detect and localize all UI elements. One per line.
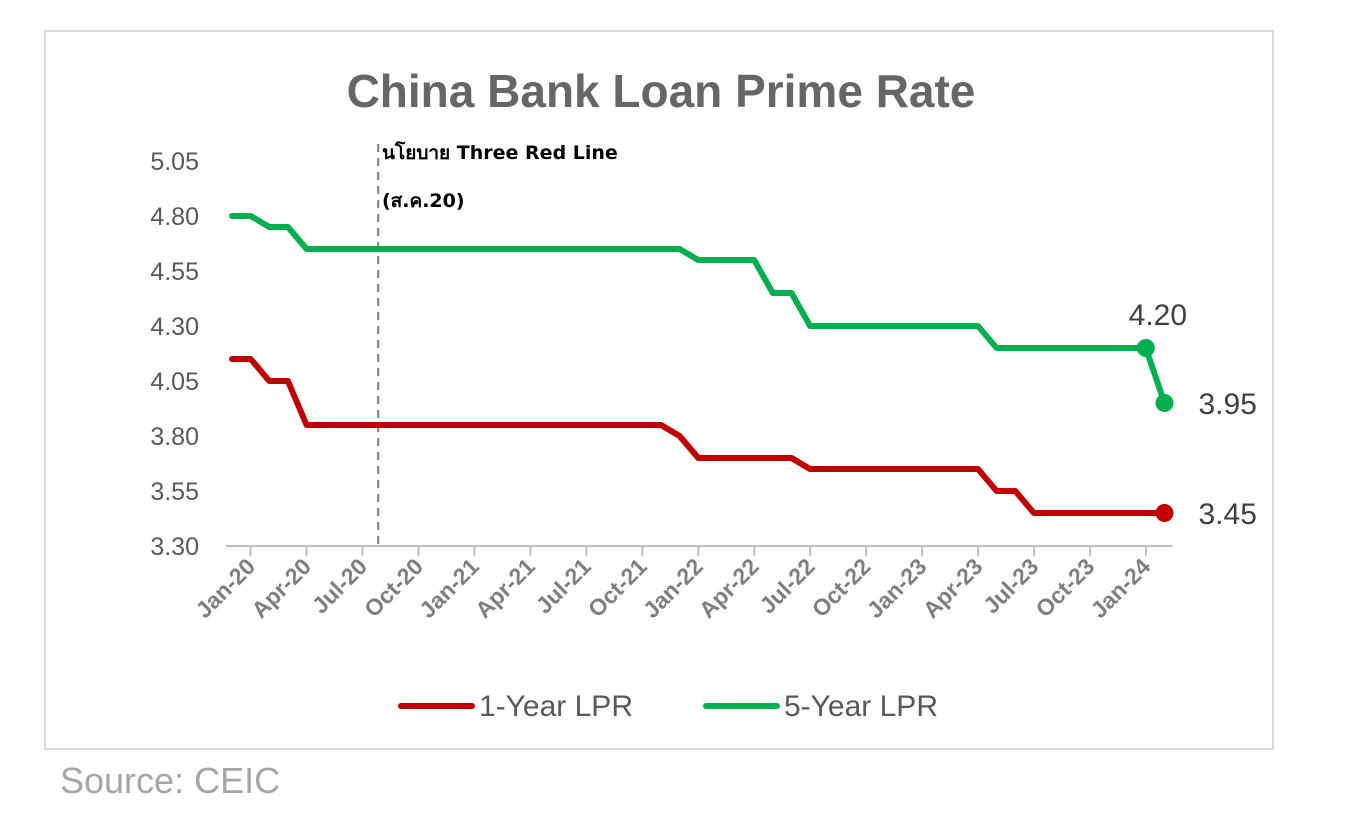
x-tick-label: Apr-21 [470,553,540,623]
data-point-1-year-last [1155,504,1174,522]
y-tick-label: 4.55 [150,258,199,286]
legend-label-5-year: 5-Year LPR [784,690,938,723]
x-tick-label: Oct-21 [583,553,652,622]
x-tick-label: Jan-24 [1085,553,1155,623]
source-note: Source: CEIC [60,760,281,801]
legend: 1-Year LPR 5-Year LPR [398,690,938,723]
chart-title: China Bank Loan Prime Rate [347,65,976,117]
series-line-1-year-lpr [229,356,1168,516]
x-tick-label: Jan-20 [190,553,260,623]
y-tick-label: 4.80 [150,203,199,231]
y-tick-label: 3.80 [150,423,199,451]
y-tick-label: 4.05 [150,368,199,396]
series-layer: 3.45 4.20 3.95 [229,213,1257,531]
x-tick-label: Apr-20 [246,553,316,623]
x-tick-label: Jul-21 [530,553,596,619]
policy-annotation: นโยบาย Three Red Line (ส.ค.20) [377,141,618,546]
x-tick-label: Oct-23 [1030,553,1099,622]
x-tick-label: Jan-21 [414,553,484,623]
x-tick-label: Jan-23 [862,553,932,623]
y-tick-label: 3.30 [150,533,199,561]
x-tick-label: Oct-22 [807,553,876,622]
x-tick-label: Jul-22 [754,553,819,618]
annotation-label-line1: นโยบาย Three Red Line [382,141,618,164]
x-tick-label: Oct-20 [359,553,428,622]
x-tick-label: Apr-22 [694,553,764,623]
y-axis: 5.05 4.80 4.55 4.30 4.05 3.80 3.55 3.30 [150,148,199,561]
data-point-5-year [1136,339,1155,357]
annotation-label-line2: (ส.ค.20) [382,190,465,212]
x-axis: Jan-20Apr-20Jul-20Oct-20Jan-21Apr-21Jul-… [190,545,1173,623]
data-label-5-year: 3.95 [1199,388,1257,421]
series-line-5-year-lpr [229,213,1168,406]
data-label-5-year: 4.20 [1129,299,1187,332]
legend-label-1-year: 1-Year LPR [479,690,633,723]
data-point-5-year [1155,394,1174,412]
x-tick-label: Jul-23 [978,553,1043,618]
y-tick-label: 4.30 [150,313,199,341]
chart-frame: China Bank Loan Prime Rate 5.05 4.80 4.55 4… [44,30,1274,750]
line-chart: China Bank Loan Prime Rate 5.05 4.80 4.55 4… [150,65,1257,723]
x-tick-label: Apr-23 [918,553,988,623]
data-label-1-year-last: 3.45 [1199,498,1257,531]
y-tick-label: 5.05 [150,148,199,176]
x-tick-label: Jan-22 [638,553,708,623]
y-tick-label: 3.55 [150,478,199,506]
x-tick-label: Jul-20 [307,553,372,618]
